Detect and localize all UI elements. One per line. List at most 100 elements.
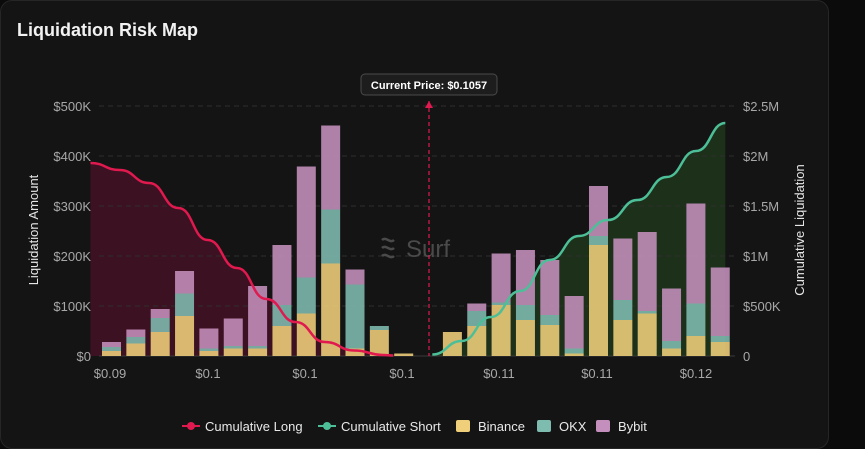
bar-bybit[interactable] [686,203,706,304]
bar-bybit[interactable] [589,186,608,236]
y-right-tick-label: 0 [743,349,750,364]
chart-title: Liquidation Risk Map [17,20,199,40]
bar-okx[interactable] [272,305,292,326]
legend-item-binance[interactable]: Binance [456,419,525,434]
bar-binance[interactable] [613,320,633,356]
bar-binance[interactable] [637,313,657,357]
bar-binance[interactable] [394,353,414,357]
bar-okx[interactable] [199,348,219,352]
bar-bybit[interactable] [126,329,146,338]
bar-binance[interactable] [589,245,608,356]
bar-okx[interactable] [248,346,268,349]
bar-binance[interactable] [662,348,682,357]
bar-bybit[interactable] [199,328,219,349]
bar-binance[interactable] [686,336,706,356]
legend-swatch-icon [537,420,551,432]
current-price-label: Current Price: $0.1057 [371,80,487,92]
bar-binance[interactable] [564,353,584,357]
cumulative-short-line[interactable] [432,121,726,356]
bar-binance[interactable] [491,305,511,356]
cumulative-long-line[interactable] [90,161,394,357]
legend-label: Cumulative Long [205,419,303,434]
cumulative-long-area [90,163,394,356]
bar-bybit[interactable] [564,296,584,349]
bar-okx[interactable] [321,209,341,264]
legend-item-okx[interactable]: OKX [537,419,587,434]
bar-okx[interactable] [102,347,121,351]
bar-okx[interactable] [662,341,682,349]
y-right-tick-label: $500K [743,299,781,314]
bar-bybit[interactable] [710,267,730,337]
bar-bybit[interactable] [613,238,633,301]
bar-binance[interactable] [369,330,389,356]
bar-bybit[interactable] [467,303,487,312]
y-axis-left-title: Liquidation Amount [26,174,41,285]
legend-label: Binance [478,419,525,434]
bar-bybit[interactable] [150,309,170,318]
bar-bybit[interactable] [540,260,560,315]
bar-okx[interactable] [589,236,608,245]
bar-okx[interactable] [296,277,316,314]
bar-bybit[interactable] [175,271,195,294]
bar-okx[interactable] [345,284,365,349]
bar-okx[interactable] [710,336,730,342]
bar-bybit[interactable] [296,166,316,278]
x-tick-label: $0.1 [292,366,317,381]
bar-binance[interactable] [223,348,243,357]
bar-bybit[interactable] [102,342,121,347]
bar-binance[interactable] [345,348,365,357]
y-left-tick-label: $100K [53,299,91,314]
bar-binance[interactable] [272,326,292,356]
bar-binance[interactable] [710,342,730,356]
bar-okx[interactable] [564,348,584,354]
surf-watermark: Surf [381,236,450,263]
watermark-text: Surf [406,236,450,263]
bar-binance[interactable] [175,316,195,356]
legend-item-bybit[interactable]: Bybit [596,419,647,434]
bar-okx[interactable] [686,303,706,337]
bar-binance[interactable] [515,320,535,356]
bar-bybit[interactable] [491,253,511,303]
legend-dot-icon [187,422,195,430]
y-right-tick-label: $1.5M [743,199,779,214]
bar-bybit[interactable] [515,250,535,305]
bar-okx[interactable] [150,318,170,332]
current-price-arrow-icon [425,101,433,108]
bar-okx[interactable] [637,311,657,314]
bar-binance[interactable] [150,332,170,356]
bar-okx[interactable] [175,293,195,317]
x-tick-label: $0.11 [483,366,515,381]
bar-okx[interactable] [613,300,633,320]
bar-bybit[interactable] [345,269,365,285]
bar-binance[interactable] [126,343,146,357]
current-price-marker: Current Price: $0.1057 [360,73,498,356]
bar-binance[interactable] [102,351,121,356]
bar-okx[interactable] [515,305,535,320]
bar-okx[interactable] [491,302,511,306]
bar-binance[interactable] [248,348,268,357]
bar-okx[interactable] [126,337,146,344]
bar-bybit[interactable] [637,232,657,311]
bar-okx[interactable] [369,326,389,330]
bar-bybit[interactable] [248,286,268,346]
bar-okx[interactable] [223,346,243,349]
legend-item-cumulative-long[interactable]: Cumulative Long [182,419,303,434]
y-left-tick-label: $400K [53,149,91,164]
y-left-tick-label: $200K [53,249,91,264]
bar-binance[interactable] [321,263,341,357]
y-left-tick-label: $0 [77,349,91,364]
y-left-tick-label: $500K [53,99,91,114]
y-axis-right-title: Cumulative Liquidation [792,164,807,296]
bar-bybit[interactable] [321,125,341,210]
y-right-tick-label: $2M [743,149,768,164]
bar-okx[interactable] [540,315,560,325]
legend-label: OKX [559,419,587,434]
bar-bybit[interactable] [662,288,682,342]
bar-binance[interactable] [199,351,219,356]
bar-bybit[interactable] [223,318,243,347]
bar-bybit[interactable] [272,245,292,305]
bar-binance[interactable] [540,325,560,356]
legend-item-cumulative-short[interactable]: Cumulative Short [318,419,441,434]
legend-swatch-icon [596,420,610,432]
